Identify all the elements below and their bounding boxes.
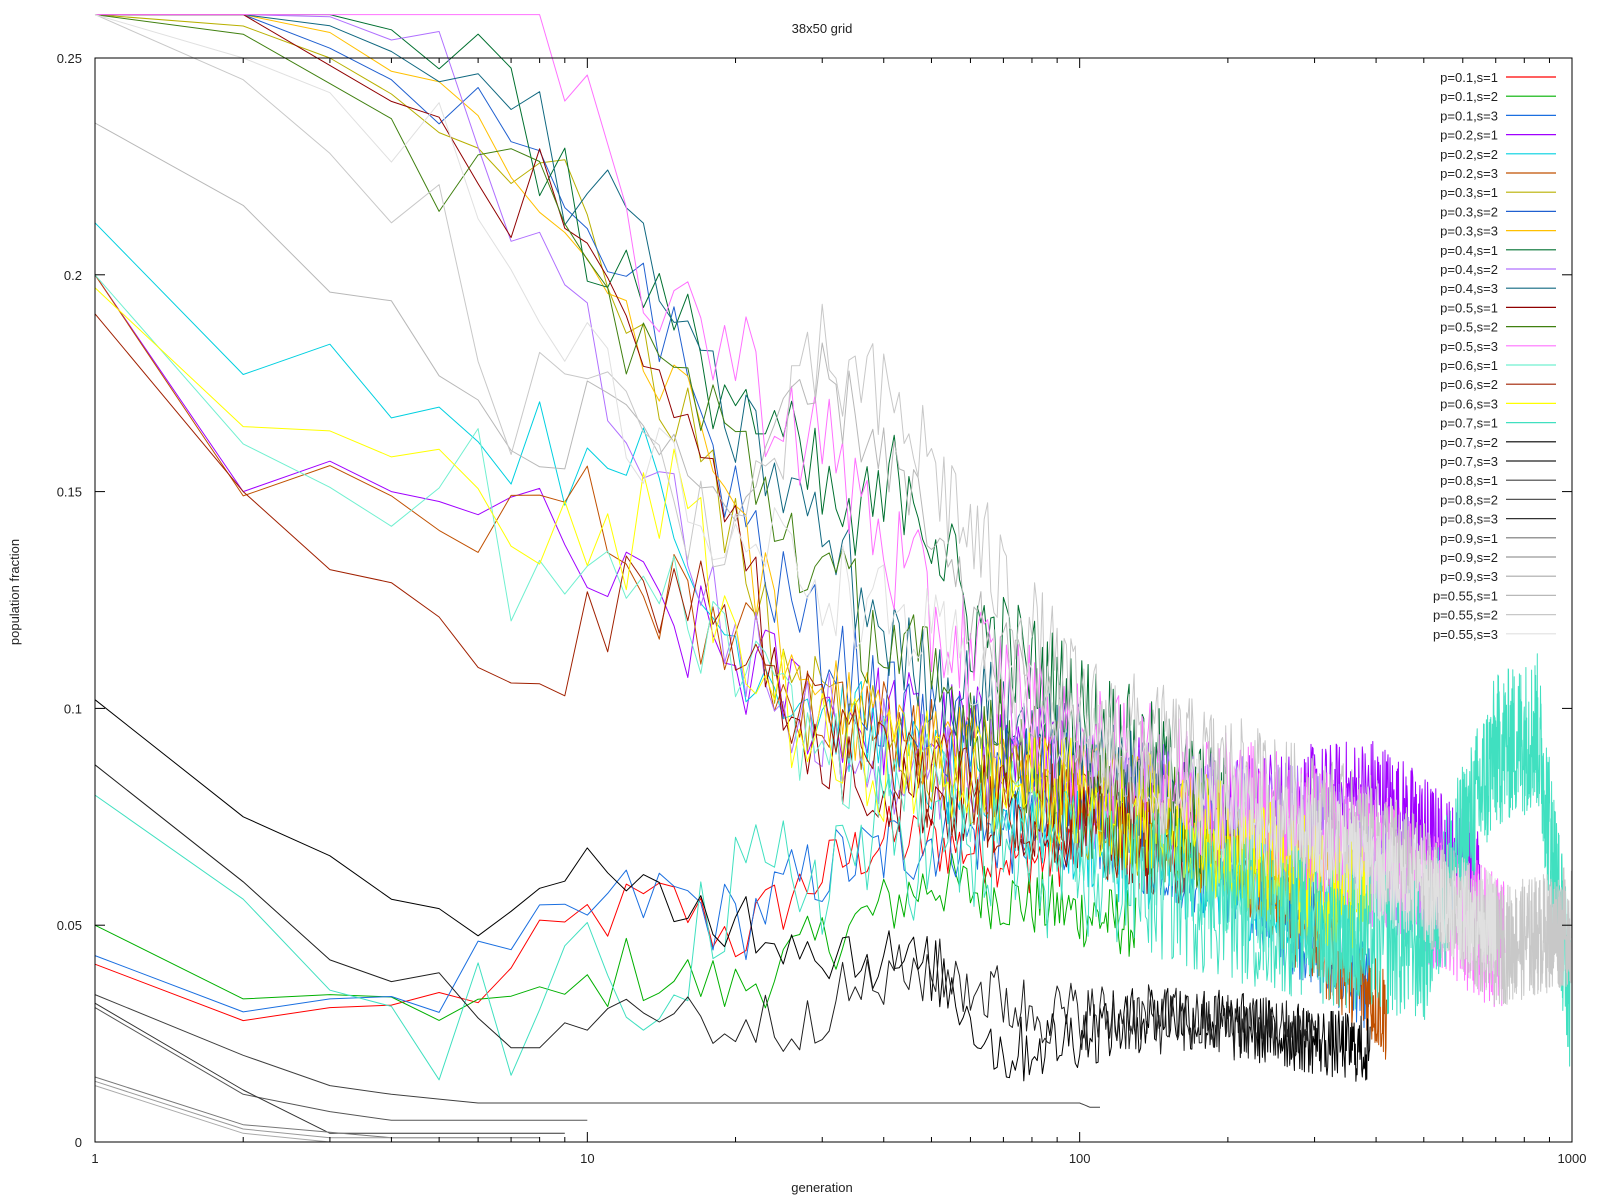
plot-frame (94, 57, 1573, 1143)
series-line-28 (94, 122, 1167, 835)
legend-label: p=0.9,s=1 (1440, 531, 1498, 546)
legend-label: p=0.9,s=3 (1440, 569, 1498, 584)
y-tick-label: 0.05 (57, 918, 82, 933)
series-line-19 (94, 653, 1571, 1081)
legend-label: p=0.8,s=1 (1440, 473, 1498, 488)
legend-label: p=0.9,s=2 (1440, 550, 1498, 565)
series-line-30 (94, 14, 1497, 975)
legend-label: p=0.3,s=2 (1440, 204, 1498, 219)
series-line-20 (94, 699, 1371, 1082)
series-line-26 (94, 1080, 440, 1139)
legend-label: p=0.5,s=3 (1440, 339, 1498, 354)
legend-label: p=0.5,s=1 (1440, 300, 1498, 315)
y-tick-label: 0.15 (57, 485, 82, 500)
series-layer (94, 14, 1573, 1143)
legend-label: p=0.1,s=2 (1440, 89, 1498, 104)
legend-label: p=0.5,s=2 (1440, 320, 1498, 335)
x-axis-label: generation (791, 1180, 852, 1195)
legend-label: p=0.2,s=2 (1440, 147, 1498, 162)
series-line-10 (95, 14, 1229, 861)
legend-label: p=0.6,s=2 (1440, 377, 1498, 392)
legend-label: p=0.55,s=3 (1433, 627, 1498, 642)
series-line-21 (94, 764, 1316, 1066)
legend-label: p=0.1,s=1 (1440, 70, 1498, 85)
legend-label: p=0.55,s=2 (1433, 608, 1498, 623)
y-tick-label: 0.25 (57, 51, 82, 66)
legend-label: p=0.8,s=3 (1440, 512, 1498, 527)
legend-label: p=0.55,s=1 (1433, 588, 1498, 603)
y-tick-label: 0.1 (64, 701, 82, 716)
y-tick-label: 0 (75, 1135, 82, 1150)
series-line-22 (94, 994, 1100, 1108)
legend-label: p=0.2,s=1 (1440, 128, 1498, 143)
y-axis-label: population fraction (7, 539, 22, 645)
series-line-12 (95, 14, 1167, 837)
series-line-23 (94, 1007, 588, 1121)
legend-label: p=0.4,s=1 (1440, 243, 1498, 258)
legend-label: p=0.7,s=2 (1440, 435, 1498, 450)
legend-label: p=0.7,s=1 (1440, 416, 1498, 431)
chart-title: 38x50 grid (792, 21, 853, 36)
legend-label: p=0.6,s=3 (1440, 396, 1498, 411)
legend-label: p=0.7,s=3 (1440, 454, 1498, 469)
x-tick-label: 100 (1069, 1151, 1091, 1166)
legend-label: p=0.4,s=3 (1440, 281, 1498, 296)
axes-layer: 1 10 100 1000 0 0.05 0.1 0.15 0.2 0.25 (57, 51, 1587, 1166)
legend-label: p=0.1,s=3 (1440, 108, 1498, 123)
legend-label: p=0.3,s=3 (1440, 224, 1498, 239)
y-tick-label: 0.2 (64, 268, 82, 283)
legend: p=0.1,s=1 p=0.1,s=2 p=0.1,s=3 p=0.2,s=1 p=0.… (1433, 70, 1556, 642)
x-tick-label: 10 (580, 1151, 594, 1166)
legend-label: p=0.3,s=1 (1440, 185, 1498, 200)
x-tick-label: 1 (91, 1151, 98, 1166)
series-line-24 (94, 1002, 565, 1134)
legend-label: p=0.8,s=2 (1440, 492, 1498, 507)
series-line-2 (94, 853, 1137, 1021)
legend-label: p=0.4,s=2 (1440, 262, 1498, 277)
x-tick-label: 1000 (1558, 1151, 1587, 1166)
legend-label: p=0.6,s=1 (1440, 358, 1498, 373)
legend-label: p=0.2,s=3 (1440, 166, 1498, 181)
